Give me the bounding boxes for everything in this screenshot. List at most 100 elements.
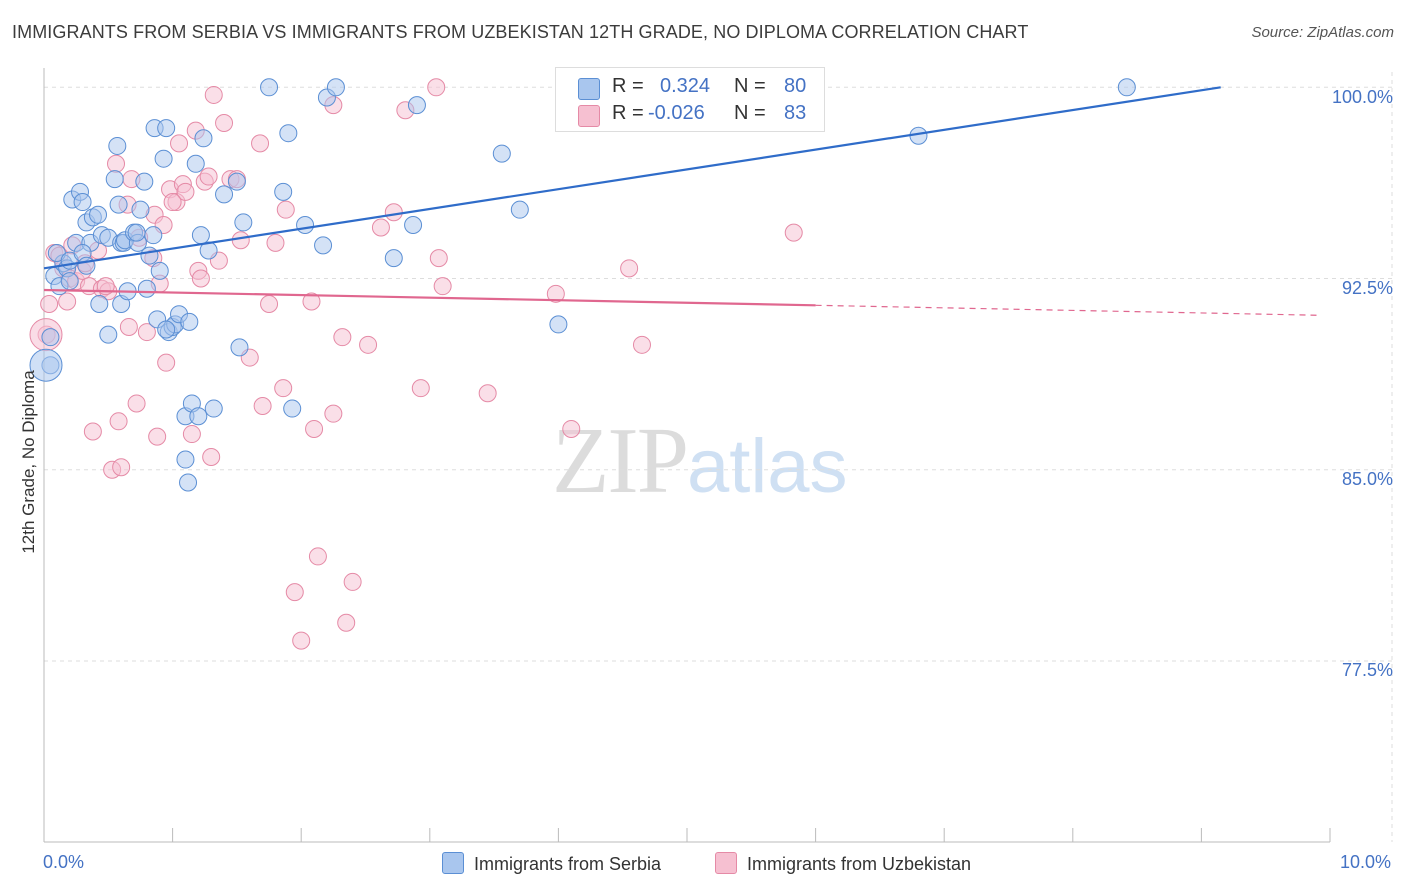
n-value: 83 [784,102,807,124]
serbia-point [260,78,279,97]
serbia-point [127,223,146,242]
serbia-point [144,226,163,245]
uzbek-point [302,292,321,311]
uzbek-point [253,397,272,416]
uzbek-point [384,203,403,222]
uzbek-point [157,353,176,372]
uzbek-point [260,295,279,314]
uzbek-point [285,583,304,602]
serbia-point [194,129,213,148]
serbia-points [29,78,1136,492]
serbia-point [384,249,403,268]
uzbek-point [182,425,201,444]
uzbek-point [784,223,803,242]
uzbek-point [546,284,565,303]
serbia-point [60,272,79,291]
serbia-trend-line [43,86,1221,270]
uzbek-point [191,269,210,288]
uzbek-point [204,85,223,104]
uzbek-point [83,422,102,441]
stats-legend: R = 0.324 N = 80 R = -0.026 N = 83 [555,67,825,132]
y-tick-label: 100.0% [1331,87,1393,107]
serbia-point [492,144,511,163]
uzbek-point [119,317,138,336]
uzbek-point [170,134,189,153]
serbia-point [314,236,333,255]
uzbek-point [333,328,352,347]
uzbek-point [231,231,250,250]
trend-lines [43,86,1318,316]
r-value: 0.324 [660,75,711,97]
serbia-point [191,226,210,245]
serbia-point [296,215,315,234]
serbia-point [215,185,234,204]
serbia-point [404,215,423,234]
serbia-point [179,473,198,492]
uzbek-point [148,427,167,446]
uzbek-point [433,277,452,296]
serbia-point [204,399,223,418]
serbia-point [1117,78,1136,97]
serbia-point [180,312,199,331]
y-axis-title: 12th Grade, No Diploma [19,370,38,554]
serbia-point [137,279,156,298]
serbia-point [90,295,109,314]
serbia-point [41,328,60,347]
uzbek-point [478,384,497,403]
uzbek-point [176,182,195,201]
n-label: N = [734,75,766,97]
serbia-point [230,338,249,357]
uzbek-point [163,193,182,212]
uzbek-point [371,218,390,237]
serbia-point [135,172,154,191]
uzbek-point [292,631,311,650]
uzbek-point [359,335,378,354]
serbia-point [29,348,63,382]
serbia-point [234,213,253,232]
uzbek-point [308,547,327,566]
uzbek-point [266,233,285,252]
uzbek-point [343,572,362,591]
uzbek-point [411,379,430,398]
uzbek-point [562,419,581,438]
uzbek-trend-extension [815,304,1318,316]
serbia-legend-swatch [442,852,464,874]
serbia-point [549,315,568,334]
uzbek-point [199,167,218,186]
uzbek-points [29,78,803,650]
serbia-point [157,119,176,138]
serbia-point [186,154,205,173]
serbia-point [109,195,128,214]
serbia-point [283,399,302,418]
source-label: Source: ZipAtlas.com [1251,24,1394,41]
serbia-point [140,246,159,265]
uzbek-legend-swatch [715,852,737,874]
serbia-point [157,320,176,339]
y-tick-label: 85.0% [1341,469,1393,489]
uzbek-point [137,323,156,342]
x-tick-label-left: 0.0% [43,852,85,872]
uzbek-point [127,394,146,413]
uzbek-point [202,448,221,466]
r-label: R = [612,75,644,97]
uzbek-point [337,613,356,632]
chart-title: IMMIGRANTS FROM SERBIA VS IMMIGRANTS FRO… [12,22,1029,42]
uzbek-point [107,154,126,173]
watermark: ZIPatlas [552,406,848,515]
serbia-point [176,450,195,469]
y-tick-label: 77.5% [1341,660,1393,680]
legend-item-serbia: Immigrants from Serbia [442,852,661,875]
serbia-point [150,261,169,280]
serbia-point [510,200,529,219]
uzbek-point [215,113,234,132]
grid-lines [44,72,1393,842]
uzbek-point [40,295,59,314]
uzbek-point [632,335,651,354]
serbia-swatch [578,78,600,100]
x-tick-label-right: 10.0% [1340,852,1392,872]
serbia-point [154,149,173,168]
n-value: 80 [784,75,807,97]
y-tick-label: 92.5% [1341,278,1393,298]
serbia-point [407,96,426,115]
